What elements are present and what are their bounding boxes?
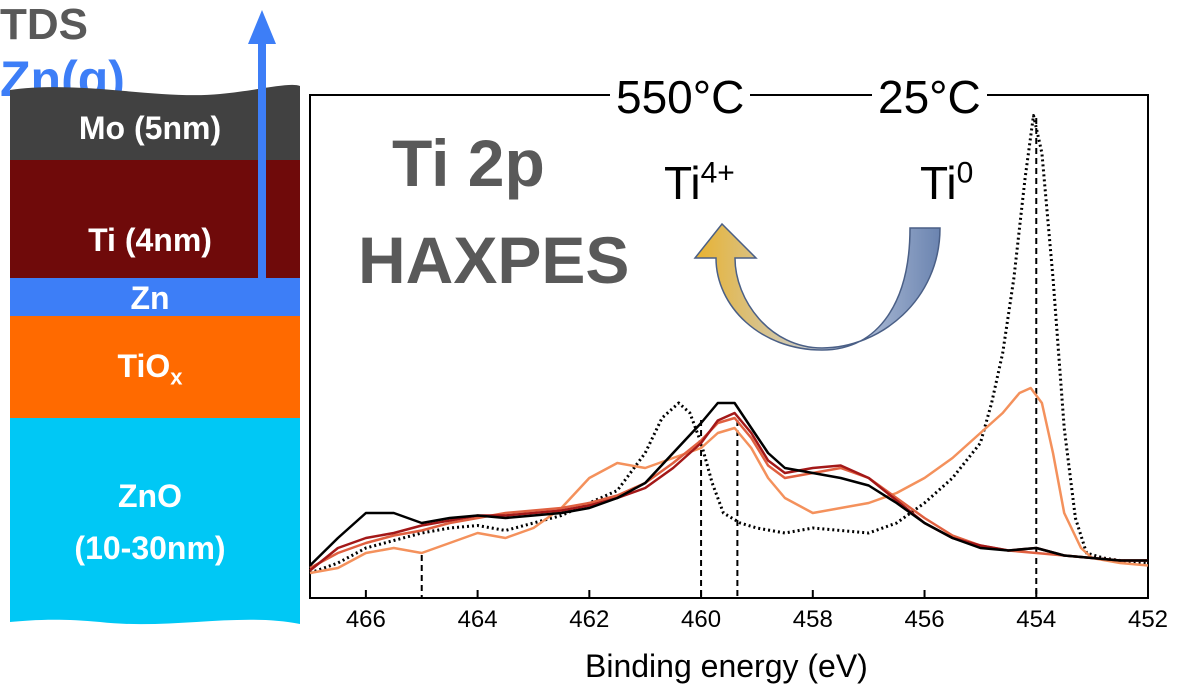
mo-layer xyxy=(10,84,300,160)
spectrum-series-2 xyxy=(309,386,1149,575)
up-arrow-icon xyxy=(248,10,276,44)
x-tick-label: 458 xyxy=(792,606,833,633)
tiox-label-sub: x xyxy=(170,364,183,390)
ion-label-ti4-sup: 4+ xyxy=(700,156,735,190)
ion-label-ti4: Ti4+ xyxy=(664,156,735,210)
zno-thickness-label: (10-30nm) xyxy=(74,530,226,566)
chart-title-ti2p: Ti 2p xyxy=(392,126,545,200)
zn-label: Zn xyxy=(130,280,170,316)
ion-label-ti0: Ti0 xyxy=(920,156,973,210)
zno-label: ZnO xyxy=(118,478,182,514)
x-tick-label: 460 xyxy=(681,606,722,633)
ti-label: Ti (4nm) xyxy=(88,222,212,258)
x-tick-label: 464 xyxy=(457,606,498,633)
layer-stack xyxy=(10,10,300,625)
x-tick-label: 454 xyxy=(1016,606,1057,633)
x-tick-label: 466 xyxy=(345,606,386,633)
ti-layer xyxy=(10,160,300,278)
zno-layer xyxy=(10,418,300,625)
x-axis-label: Binding energy (eV) xyxy=(585,648,868,684)
zn-layer xyxy=(10,278,300,316)
tiox-label: TiOx xyxy=(0,348,300,390)
x-tick-label: 452 xyxy=(1127,606,1169,633)
ion-label-ti0-sup: 0 xyxy=(956,156,974,190)
ion-label-ti0-base: Ti xyxy=(920,157,957,209)
tiox-layer xyxy=(10,316,300,418)
tds-label: TDS xyxy=(0,0,88,49)
ion-label-ti4-base: Ti xyxy=(664,157,701,209)
conversion-arrow-icon xyxy=(693,222,941,351)
temperature-label-25: 25°C xyxy=(872,70,987,124)
mo-label: Mo (5nm) xyxy=(78,110,222,146)
temperature-label-550: 550°C xyxy=(610,70,751,124)
spectrum-series-5 xyxy=(309,401,1148,567)
x-tick-label: 456 xyxy=(904,606,945,633)
chart-title-haxpes: HAXPES xyxy=(358,223,630,297)
tiox-label-main: TiO xyxy=(117,348,171,384)
spectrum-series-3 xyxy=(309,416,1148,570)
x-tick-label: 462 xyxy=(569,606,610,633)
